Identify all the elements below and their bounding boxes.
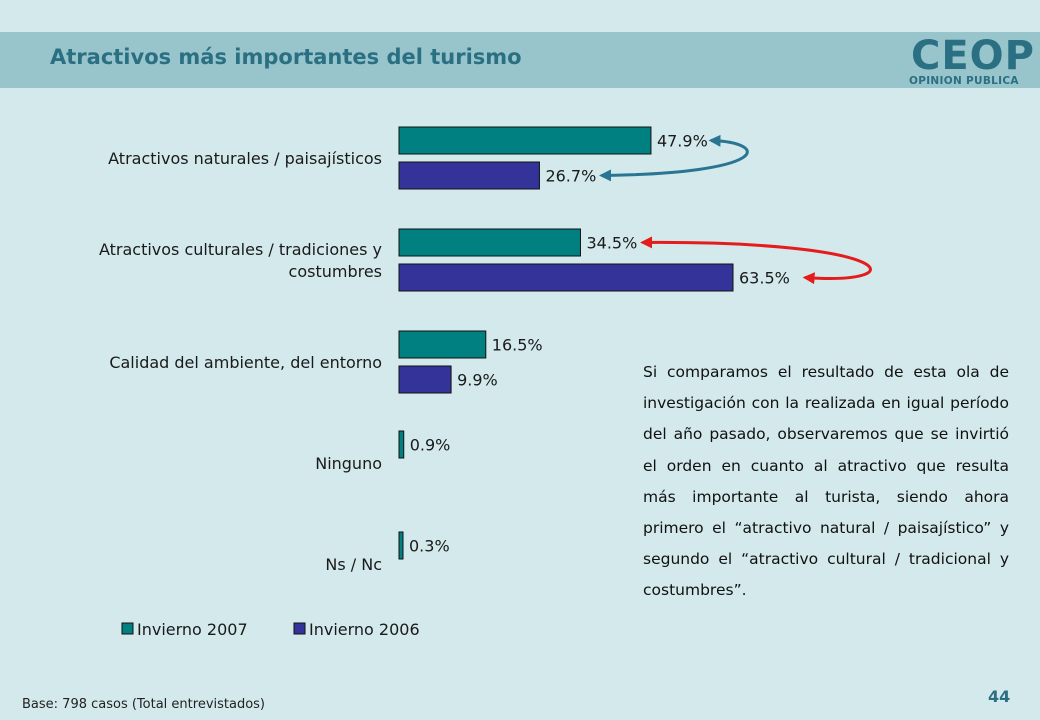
legend-label: Invierno 2007 (137, 620, 248, 639)
page-title: Atractivos más importantes del turismo (50, 45, 522, 69)
data-label: 16.5% (492, 336, 543, 355)
data-label: 63.5% (739, 269, 790, 288)
legend-swatch (121, 622, 134, 635)
bar (398, 531, 404, 560)
bar (398, 365, 452, 394)
base-footnote: Base: 798 casos (Total entrevistados) (22, 697, 266, 712)
page-number: 44 (988, 687, 1011, 706)
category-label: costumbres (289, 262, 382, 281)
category-label: Calidad del ambiente, del entorno (109, 353, 382, 372)
data-label: 26.7% (545, 167, 596, 186)
data-label: 0.9% (410, 436, 451, 455)
bar (398, 228, 581, 257)
ceop-logo: CEOP OPINION PUBLICA (905, 33, 1034, 90)
legend-swatch (293, 622, 306, 635)
category-label: Ninguno (315, 454, 382, 473)
blue-curved-arrow (599, 134, 749, 182)
data-label: 47.9% (657, 132, 708, 151)
data-label: 0.3% (409, 537, 450, 556)
logo-wordmark: CEOP (911, 33, 1035, 79)
logo-subtitle: OPINION PUBLICA (909, 75, 1019, 87)
bar (398, 126, 652, 155)
commentary-text: Si comparamos el resultado de esta ola d… (643, 363, 1009, 600)
category-label: Atractivos culturales / tradiciones y (99, 240, 382, 259)
bar (398, 430, 405, 459)
legend-label: Invierno 2006 (309, 620, 420, 639)
data-label: 34.5% (586, 234, 637, 253)
category-label: Ns / Nc (325, 555, 382, 574)
red-curved-arrow (640, 236, 872, 285)
header-band (0, 32, 1040, 88)
bar (398, 263, 734, 292)
bar (398, 330, 487, 359)
bar (398, 161, 540, 190)
category-label: Atractivos naturales / paisajísticos (108, 149, 382, 168)
data-label: 9.9% (457, 371, 498, 390)
